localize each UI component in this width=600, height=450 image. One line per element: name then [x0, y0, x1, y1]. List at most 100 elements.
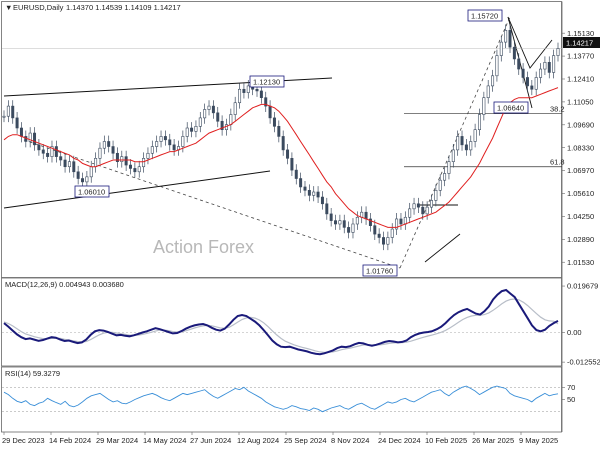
candle-body [377, 233, 381, 238]
rsi-y-tick-label: 70 [567, 383, 575, 392]
candle-body [146, 152, 150, 159]
rsi-title: RSI(14) 59.3279 [5, 369, 60, 378]
candle-body [120, 156, 124, 162]
candle-body [102, 141, 106, 149]
rsi-y-tick-label: 50 [567, 395, 575, 404]
candle-body [351, 223, 355, 233]
price-y-tick-label: 1.02890 [567, 235, 594, 244]
candle-body [211, 105, 215, 114]
candle-body [416, 203, 420, 208]
marker-box-d [493, 101, 529, 114]
candle-body [89, 166, 93, 178]
candle-body [11, 105, 15, 119]
x-tick-label: 14 May 2024 [143, 436, 186, 445]
marker-box-c [74, 185, 110, 198]
candle-body [63, 159, 67, 168]
candle-body [198, 117, 202, 127]
candle-body [246, 85, 250, 93]
candle-body [477, 114, 481, 130]
candle-body [142, 158, 146, 168]
candle-body [19, 127, 23, 137]
moving-average-line [3, 87, 559, 228]
candle-body [421, 206, 425, 215]
x-tick-label: 24 Dec 2024 [378, 436, 421, 445]
candle-body [438, 179, 442, 191]
candle-body [190, 127, 194, 132]
candle-body [307, 190, 311, 196]
candle-body [521, 68, 525, 78]
candle-body [294, 169, 298, 179]
dashed-trend-line-down [23, 139, 401, 269]
candle-body [107, 141, 111, 147]
candle-body [399, 218, 403, 225]
candle-body [347, 227, 351, 233]
candle-body [124, 156, 128, 166]
candle-body [334, 220, 338, 225]
candle-body [41, 149, 45, 154]
price-y-tick-label: 1.08330 [567, 143, 594, 152]
candle-body [233, 102, 237, 115]
candle-body [512, 46, 516, 60]
price-y-tick-label: 1.09690 [567, 120, 594, 129]
candle-body [185, 127, 189, 137]
candle-body [303, 186, 307, 191]
x-tick-label: 25 Sep 2024 [284, 436, 327, 445]
x-tick-label: 10 Feb 2025 [425, 436, 467, 445]
candle-body [473, 129, 477, 142]
macd-y-tick-label: 0.019679 [567, 282, 598, 291]
candle-body [447, 161, 451, 174]
candle-body [37, 144, 41, 151]
candle-body [111, 146, 115, 154]
candle-body [530, 85, 534, 90]
candle-body [504, 30, 508, 43]
candle-body [137, 166, 141, 173]
wedge-upper-line [507, 16, 553, 69]
candle-body [272, 117, 276, 127]
candle-body [94, 158, 98, 168]
candle-body [412, 203, 416, 210]
macd-panel-frame [1, 277, 562, 367]
x-tick-label: 26 Mar 2025 [472, 436, 514, 445]
candle-body [390, 228, 394, 238]
marker-a: 1.15720 [471, 12, 498, 21]
candle-body [268, 105, 272, 119]
marker-box-b [249, 75, 285, 88]
candle-body [81, 178, 85, 183]
x-axis: 29 Dec 2023 14 Feb 2024 29 Mar 2024 14 May … [2, 432, 558, 445]
candle-body [373, 225, 377, 235]
candle-body [46, 152, 50, 157]
candle-body [486, 85, 490, 98]
lower-channel-line [3, 170, 271, 209]
marker-e: 1.01760 [366, 267, 393, 276]
candle-body [259, 90, 263, 98]
candle-body [6, 105, 10, 117]
candle-body [194, 126, 198, 132]
header-triangle-icon[interactable]: ▼ [5, 3, 12, 12]
header-ohlc: 1.14370 1.14539 1.14109 1.14217 [66, 3, 181, 12]
candle-body [277, 126, 281, 137]
current-price-label: 1.14217 [566, 39, 593, 48]
candle-body [299, 178, 303, 188]
price-y-axis: 1.15130 1.13770 1.12410 1.11050 1.09690 1.083… [562, 29, 594, 267]
macd-signal-line [3, 298, 559, 353]
candle-body [469, 141, 473, 151]
candle-body [216, 112, 220, 122]
candle-body [525, 77, 529, 87]
dashed-trend-line-up [399, 16, 511, 269]
price-series [2, 24, 560, 251]
price-y-tick-label: 1.01530 [567, 258, 594, 267]
candle-body [85, 176, 89, 183]
rsi-levels [2, 386, 562, 413]
candle-body [133, 168, 137, 173]
candle-body [203, 109, 207, 119]
current-price-box [563, 37, 600, 48]
candle-body [355, 216, 359, 225]
candle-body [290, 158, 294, 171]
candle-body [281, 136, 285, 151]
fib-level-label: 61.8 [550, 158, 565, 167]
price-markers: 1.15720 1.12130 1.06010 1.06640 1.01760 [74, 9, 529, 277]
macd-y-axis: 0.019679 0.00 -0.012552 [562, 282, 600, 367]
candle-body [129, 164, 132, 169]
candle-body [456, 136, 460, 151]
candle-body [316, 191, 320, 198]
